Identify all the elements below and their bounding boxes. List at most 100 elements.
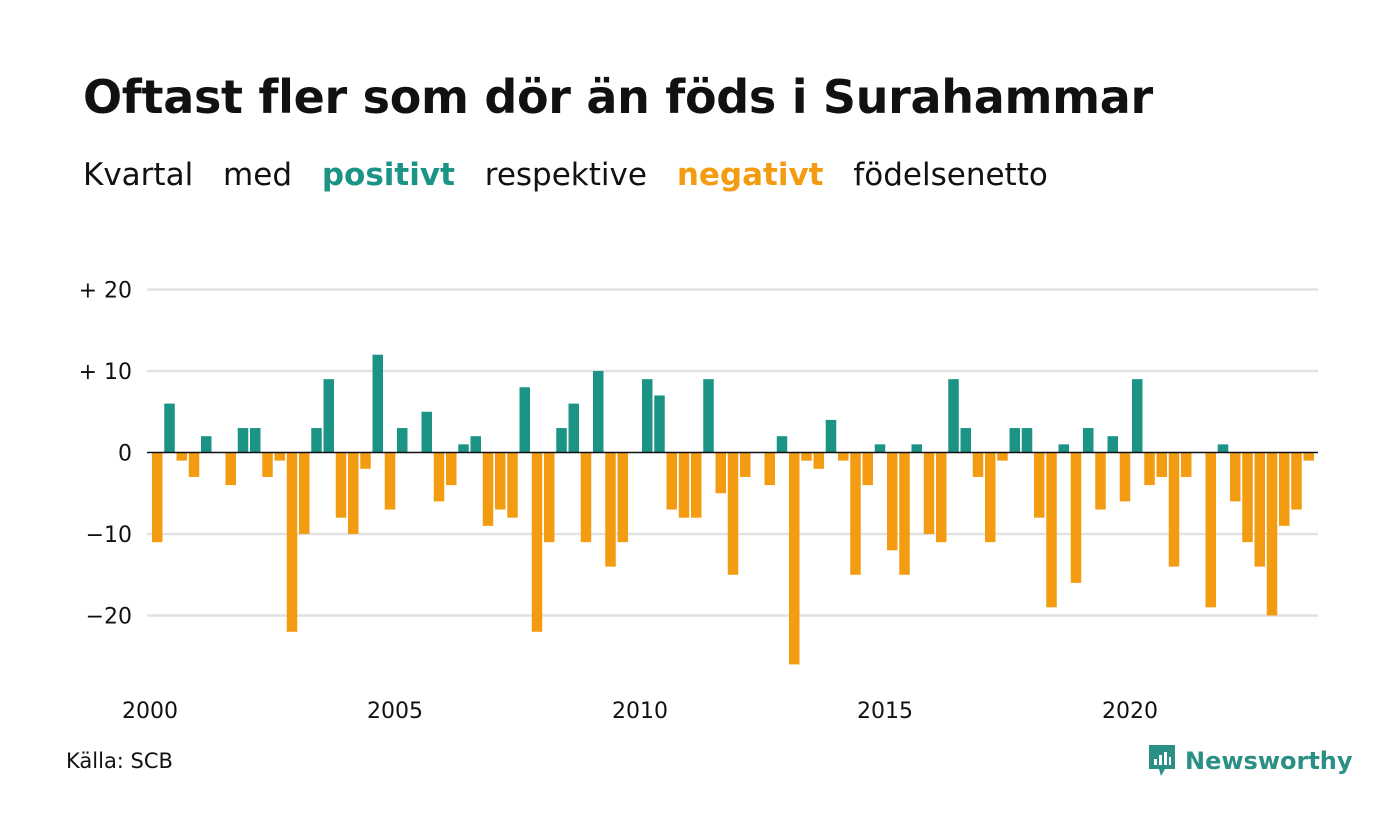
chart-bar xyxy=(654,395,665,453)
chart-bar xyxy=(666,452,677,510)
chart-bar xyxy=(237,428,249,453)
chart-bar xyxy=(764,452,775,486)
chart-bar xyxy=(617,452,628,543)
chart-bars xyxy=(147,354,1318,665)
chart-bar xyxy=(372,354,383,453)
chart-bar xyxy=(740,452,751,477)
chart-bar xyxy=(1119,452,1131,502)
chart-title: Oftast fler som dör än föds i Surahammar xyxy=(83,70,1153,124)
chart-bar xyxy=(446,452,457,486)
chart-bar xyxy=(593,371,604,453)
chart-bar xyxy=(1058,444,1069,453)
chart-bar xyxy=(568,403,579,453)
chart-bar xyxy=(1181,452,1192,477)
chart-bar xyxy=(225,452,236,486)
chart-bar xyxy=(519,387,530,453)
chart-bar xyxy=(838,452,849,461)
chart-bar xyxy=(715,452,726,494)
y-tick-label: −20 xyxy=(86,605,132,630)
chart-bar xyxy=(874,444,886,453)
chart-bar xyxy=(605,452,616,567)
chart-bar xyxy=(556,428,567,453)
chart-bar xyxy=(152,452,163,543)
chart-bar xyxy=(923,452,935,534)
chart-bar xyxy=(286,452,298,632)
x-tick-label: 2015 xyxy=(857,699,913,724)
x-tick-label: 2010 xyxy=(612,699,668,724)
chart-bar xyxy=(960,428,971,453)
chart-bar xyxy=(776,436,788,453)
chart-bar xyxy=(188,452,200,477)
chart-bar xyxy=(1242,452,1253,543)
chart-bar xyxy=(850,452,861,575)
y-tick-label: −10 xyxy=(86,523,132,548)
x-tick-label: 2005 xyxy=(367,699,423,724)
chart-bar xyxy=(1107,436,1118,453)
chart-bar xyxy=(1303,452,1314,461)
y-tick-label: 0 xyxy=(118,442,132,467)
chart-bar xyxy=(1230,452,1241,502)
chart-bar xyxy=(862,452,873,486)
chart-bar xyxy=(899,452,910,575)
subtitle-word: Kvartal xyxy=(83,157,194,193)
chart-bar xyxy=(1144,452,1155,486)
chart-bar xyxy=(397,428,408,453)
chart-bar xyxy=(1291,452,1302,510)
y-tick-label: + 10 xyxy=(79,360,132,385)
chart-bar xyxy=(801,452,812,461)
chart-bar xyxy=(1254,452,1265,567)
chart-bar xyxy=(727,452,739,575)
subtitle-negative-legend: negativt xyxy=(676,157,824,193)
chart-bar xyxy=(311,428,322,453)
chart-bar xyxy=(482,452,494,526)
chart-bar xyxy=(985,452,996,543)
chart-bar xyxy=(1168,452,1180,567)
chart-bar xyxy=(948,379,959,453)
source-note: Källa: SCB xyxy=(66,749,173,773)
chart-bar xyxy=(911,444,922,453)
chart-bar xyxy=(678,452,690,518)
chart-bar xyxy=(201,436,212,453)
brand-name: Newsworthy xyxy=(1185,747,1353,775)
chart-bar xyxy=(531,452,543,632)
chart-subtitle: Kvartal med positivt respektive negativt… xyxy=(83,157,1066,193)
chart-bar xyxy=(825,419,837,453)
x-axis: 2000 2005 2010 2015 2020 xyxy=(122,699,1158,724)
y-tick-label: + 20 xyxy=(79,279,132,304)
chart-bar xyxy=(421,411,432,453)
chart-bar xyxy=(274,452,285,461)
chart-bar xyxy=(887,452,898,551)
chart-bar xyxy=(335,452,347,518)
chart-bar xyxy=(813,452,824,469)
newsworthy-chart-bubble-icon xyxy=(1149,745,1175,776)
subtitle-word: med xyxy=(223,157,292,193)
chart-bar xyxy=(1156,452,1167,477)
chart-bar xyxy=(972,452,984,477)
chart-bar xyxy=(1266,452,1278,616)
chart-bar xyxy=(433,452,445,502)
chart-bar xyxy=(164,403,175,453)
chart-bar xyxy=(997,452,1008,461)
chart-bar xyxy=(544,452,555,543)
chart-bar xyxy=(1034,452,1045,518)
chart-bar xyxy=(1217,444,1229,453)
subtitle-positive-legend: positivt xyxy=(321,157,455,193)
chart-bar xyxy=(384,452,396,510)
chart-bar xyxy=(1046,452,1057,608)
chart-bar xyxy=(1070,452,1082,583)
chart-bar xyxy=(1083,428,1094,453)
chart-bar xyxy=(936,452,947,543)
chart-bar xyxy=(1095,452,1106,510)
chart-bar xyxy=(1009,428,1020,453)
chart-bar xyxy=(507,452,518,518)
chart-bar xyxy=(1205,452,1216,608)
chart-bar xyxy=(458,444,469,453)
chart-bar xyxy=(176,452,187,461)
chart-bar xyxy=(1279,452,1290,526)
chart-bar xyxy=(642,379,653,453)
chart-bar xyxy=(299,452,310,534)
subtitle-word: respektive xyxy=(484,157,647,193)
chart-bar xyxy=(789,452,800,665)
y-axis: + 20 + 10 0 −10 −20 xyxy=(79,279,132,630)
